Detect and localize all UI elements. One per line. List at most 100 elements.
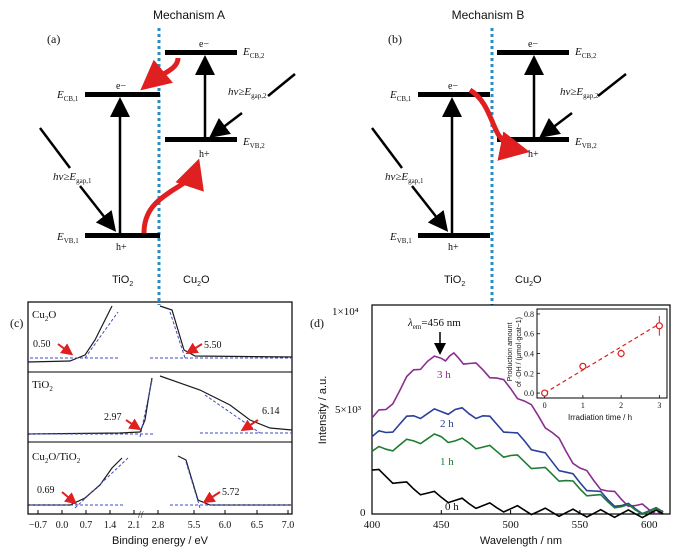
photon-line-2a [267,73,296,97]
row1-left-fit [84,311,119,359]
xps-tick-label: 7.0 [282,520,295,531]
inset-y-label-1: Production amount [507,323,514,382]
hv1-label-b: hν≥Egap,1 [385,171,424,185]
panel-b: Mechanism B (b) ECB,1 EVB,1 ECB,2 EVB,2 … [371,8,627,305]
vb1-band-b [418,233,490,238]
inset-x-tick-label: 3 [657,401,661,410]
series-label-0h: 0 h [445,501,459,513]
electron-label-2b: e− [528,39,538,50]
evb2-label-b: EVB,2 [574,136,597,150]
row3-label: Cu2O/TiO2 [32,451,81,465]
inset-y-tick-label: 0.2 [524,369,534,378]
xps-tick-label: 6.0 [219,520,232,531]
xps-frame [27,301,293,515]
photon-arrow-1b [411,185,449,232]
row1-left-pointer [57,343,74,356]
inset-x-tick-label: 1 [581,401,585,410]
cb2-band-b [497,50,569,55]
photon-line-1b [371,127,403,169]
electron-transfer-arrow [140,57,181,91]
xps-tick-label: 0.7 [80,520,93,531]
photon-line-1a [39,127,71,169]
row2-right-curve [159,375,293,431]
row2-right-fit [204,394,261,434]
tio2-label: TiO2 [112,274,133,288]
vb2-band-b [497,137,569,142]
electron-label-1: e− [116,81,126,92]
hole-label-1: h+ [116,242,127,253]
panel-b-tag: (b) [388,32,402,46]
cb1-band-b [418,92,490,97]
recombination-arrow [468,87,530,161]
xps-tick-label: 0.0 [56,520,69,531]
y-mid-label: 5×10³ [335,404,362,416]
panel-d: (d) 1×10⁴ 5×10³ 0 Intensity / a.u. Wavel… [310,304,671,547]
ecb1-label-b: ECB,1 [389,89,412,103]
cb1-band [85,92,160,97]
inset-point [617,349,625,358]
inset-plot [541,315,663,397]
panel-c: (c) // Cu2O 0.50 5.50 TiO2 2.97 6.14 Cu2… [10,301,294,547]
inset-point [655,322,663,330]
row2-left-value: 2.97 [104,412,122,423]
tio2-label-b: TiO2 [444,274,465,288]
inset-x-tick-label: 0 [543,401,547,410]
pl-y-label: Intensity / a.u. [317,376,329,444]
inset-fit-line [544,323,660,394]
panel-c-tag: (c) [10,316,23,330]
row3-left-value: 0.69 [37,485,55,496]
panel-a-tag: (a) [47,32,60,46]
peak-annotation: λem=456 nm [407,317,461,331]
row3-left-pointer [61,491,78,505]
pl-series-2h [371,406,664,515]
photon-arrow-2b [539,112,573,139]
ecb2-label: ECB,2 [242,46,265,60]
row3-right-pointer [202,491,221,504]
hole-label-1b: h+ [448,242,459,253]
cu2o-label: Cu2O [183,274,210,288]
hole-label-2b: h+ [528,149,539,160]
hv2-label-b: hν≥Egap,2 [560,86,599,100]
inset-y-tick-label: 0.6 [524,330,534,339]
xps-tick-label: 5.5 [188,520,201,531]
xps-tick-label: −0.7 [29,520,47,531]
pl-series-0h [371,468,664,519]
row2-left-pointer [125,418,142,431]
xps-tick-label: 6.5 [251,520,264,531]
hv1-label: hν≥Egap,1 [53,171,92,185]
evb1-label-b: EVB,1 [389,231,412,245]
ecb2-label-b: ECB,2 [574,46,597,60]
row1-right-value: 5.50 [204,340,222,351]
axis-break-mark: // [138,510,144,521]
row3-right-fit [185,461,201,509]
pl-series [371,351,664,519]
pl-x-tick-label: 600 [641,519,658,531]
panel-a-title: Mechanism A [153,8,225,22]
panel-d-tag: (d) [310,316,324,330]
row2-right-pointer [240,419,259,432]
xps-x-ticks: −0.7 0.0 0.7 1.4 2.1 2.8 5.5 6.0 6.5 7.0 [29,510,294,531]
series-label-2h: 2 h [440,418,454,430]
vb1-band [85,233,160,238]
inset-frame [536,308,668,399]
row2-right-value: 6.14 [262,406,280,417]
pl-x-ticks: 400 450 500 550 600 [364,510,658,531]
panel-a: Mechanism A (a) ECB,1 EVB,1 ECB,2 EVB,2 … [39,8,296,305]
inset-point [541,389,549,397]
inset-y-label-2: of ·OH / (μmol·gcat−1) [516,317,523,387]
series-label-3h: 3 h [437,369,451,381]
pl-x-tick-label: 450 [433,519,450,531]
row2-label: TiO2 [32,379,53,393]
cu2o-label-b: Cu2O [515,274,542,288]
inset-y-tick-label: 0.8 [524,310,534,319]
row1-right-curve [159,305,293,358]
row1-right-pointer [185,342,203,355]
row3-right-curve [177,455,292,506]
row3-left-fit [74,457,129,509]
pl-x-tick-label: 500 [502,519,519,531]
inset-y-tick-label: 0.0 [524,389,534,398]
xps-tick-label: 2.8 [152,520,165,531]
row1-left-curve [27,305,113,363]
pl-x-label: Wavelength / nm [480,535,562,547]
series-label-1h: 1 h [440,456,454,468]
